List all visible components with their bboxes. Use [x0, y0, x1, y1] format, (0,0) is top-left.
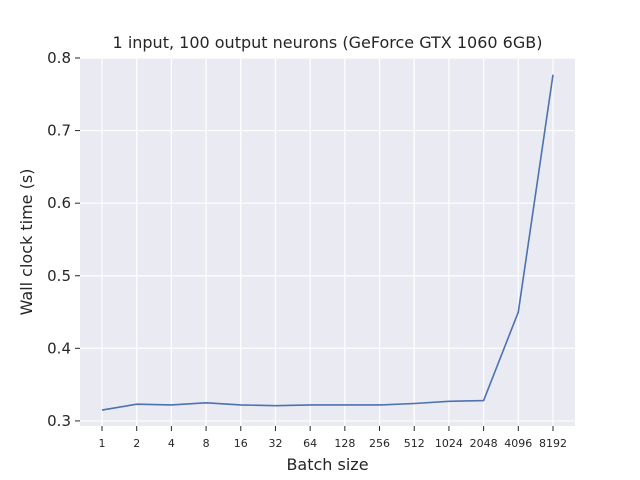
- x-tick-label: 4: [168, 437, 175, 450]
- x-tick-label: 1: [99, 437, 106, 450]
- series-line: [101, 74, 554, 411]
- y-tick-label: 0.7: [47, 122, 71, 140]
- x-tick-label: 128: [334, 437, 355, 450]
- x-tick-label: 512: [404, 437, 425, 450]
- x-axis: 1 2 4 8 16 32 64 128 256 512 1024 2048 4096 8192: [99, 426, 567, 450]
- x-tick-label: 32: [268, 437, 282, 450]
- grid: [80, 57, 575, 426]
- x-tick-label: 8: [203, 437, 210, 450]
- y-tick-label: 0.8: [47, 49, 71, 67]
- x-tick-label: 64: [303, 437, 317, 450]
- x-tick-label: 8192: [539, 437, 567, 450]
- series-layer: [101, 74, 554, 411]
- y-tick-label: 0.6: [47, 194, 71, 212]
- x-tick-label: 1024: [435, 437, 463, 450]
- y-tick-label: 0.3: [47, 412, 71, 430]
- x-tick-label: 4096: [504, 437, 532, 450]
- x-tick-label: 2: [133, 437, 140, 450]
- y-tick-label: 0.4: [47, 339, 71, 357]
- x-tick-label: 256: [369, 437, 390, 450]
- y-axis-label: Wall clock time (s): [17, 169, 36, 316]
- x-axis-label: Batch size: [286, 455, 368, 474]
- y-tick-label: 0.5: [47, 267, 71, 285]
- x-tick-label: 2048: [470, 437, 498, 450]
- chart-title: 1 input, 100 output neurons (GeForce GTX…: [113, 33, 543, 52]
- x-tick-label: 16: [234, 437, 248, 450]
- plot-area: [80, 58, 575, 426]
- y-axis: 0.3 0.4 0.5 0.6 0.7 0.8: [47, 49, 80, 430]
